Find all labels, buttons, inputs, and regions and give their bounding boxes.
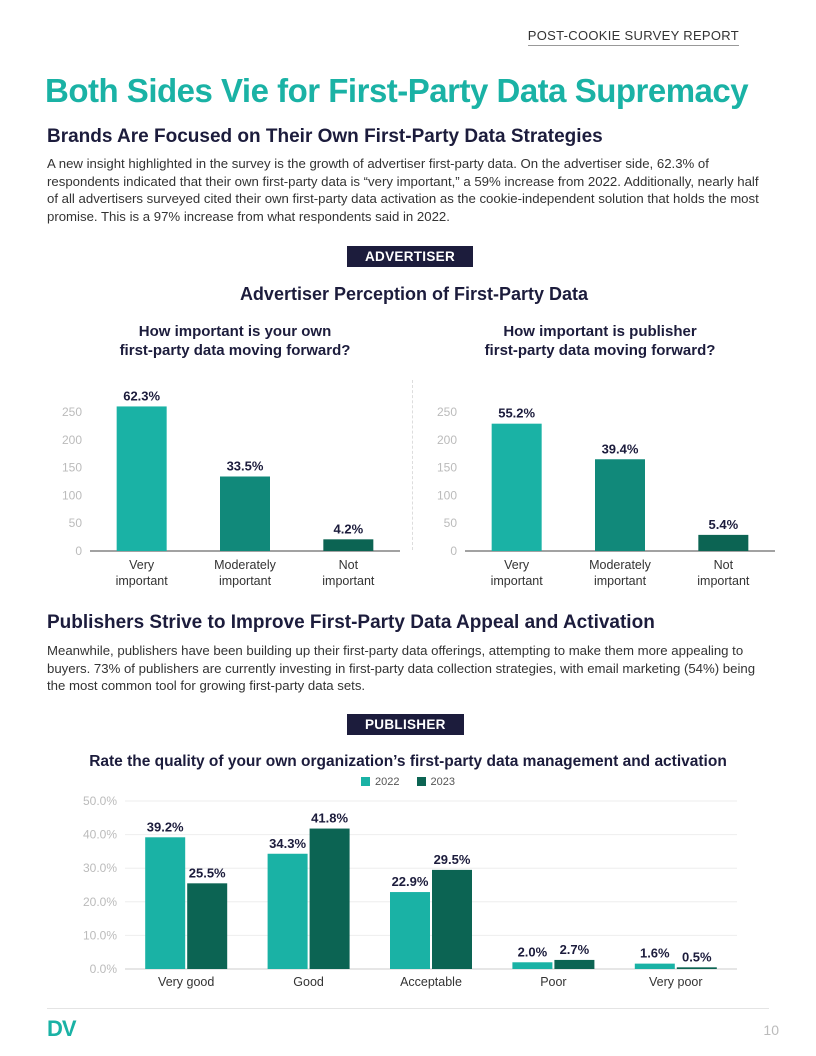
chart3-bar-2023 bbox=[554, 959, 595, 969]
chart3-data-label: 0.5% bbox=[682, 949, 712, 964]
chart1-ytick: 50 bbox=[69, 516, 83, 530]
chart2-bar bbox=[698, 534, 749, 551]
chart3-bar-2022 bbox=[634, 963, 675, 969]
chart3-ytick: 0.0% bbox=[90, 962, 118, 976]
chart1-category-label: Moderately bbox=[214, 558, 277, 572]
legend-label-2022: 2022 bbox=[374, 776, 400, 788]
advertiser-tag: ADVERTISER bbox=[347, 246, 474, 267]
chart3-data-label: 39.2% bbox=[147, 819, 184, 834]
page-title: Both Sides Vie for First-Party Data Supr… bbox=[45, 72, 749, 109]
logo-letters: DV bbox=[47, 1016, 77, 1041]
chart2-ytick: 250 bbox=[437, 405, 457, 419]
chart2-ytick: 100 bbox=[437, 488, 457, 502]
chart1-title-line2: first-party data moving forward? bbox=[119, 342, 351, 359]
chart2-data-label: 5.4% bbox=[709, 517, 739, 532]
legend-label-2023: 2023 bbox=[430, 776, 456, 788]
chart1-title: How important is your own first-party da… bbox=[60, 322, 410, 360]
chart3-bar-2023 bbox=[309, 828, 350, 969]
chart3-data-label: 2.7% bbox=[560, 942, 590, 957]
chart1-data-label: 4.2% bbox=[334, 521, 364, 536]
chart2-data-label: 39.4% bbox=[602, 441, 639, 456]
chart2-publisher-data: 0 50 100 150 200 250 55.2% Very important 39.4% Mo… bbox=[437, 405, 775, 588]
chart-divider bbox=[412, 380, 413, 550]
legend-swatch-2022 bbox=[360, 777, 370, 786]
legend-item-2023: 2023 bbox=[416, 776, 456, 788]
chart1-category-label: Very bbox=[129, 558, 155, 572]
chart1-category-label: important bbox=[116, 574, 169, 588]
publisher-tag: PUBLISHER bbox=[347, 714, 464, 735]
chart3-publisher-quality: 0.0% 10.0% 20.0% 30.0% 40.0% 50.0% 39.2% 25.5% V… bbox=[83, 794, 737, 989]
chart2-ytick: 150 bbox=[437, 461, 457, 475]
chart2-category-label: Not bbox=[714, 558, 734, 572]
chart2-bar bbox=[491, 423, 542, 551]
legend-swatch-2023 bbox=[416, 777, 426, 786]
chart2-category-label: Moderately bbox=[589, 558, 652, 572]
chart1-data-label: 62.3% bbox=[123, 388, 160, 403]
chart1-advertiser-own-data: 0 50 100 150 200 250 62.3% Very important 33.5% Mo… bbox=[62, 388, 400, 588]
chart3-category-label: Poor bbox=[540, 975, 566, 989]
chart1-bar bbox=[220, 476, 270, 551]
chart2-ytick: 50 bbox=[444, 516, 458, 530]
chart2-ytick: 200 bbox=[437, 433, 457, 447]
chart3-bar-2023 bbox=[432, 869, 472, 969]
chart3-bar-2022 bbox=[267, 853, 308, 969]
chart2-category-label: Very bbox=[504, 558, 530, 572]
chart3-bar-2022 bbox=[390, 892, 430, 969]
chart3-data-label: 29.5% bbox=[434, 852, 471, 867]
chart1-ytick: 0 bbox=[75, 544, 82, 558]
chart3-category-label: Very good bbox=[158, 975, 214, 989]
chart1-bar bbox=[323, 539, 374, 551]
chart3-ytick: 40.0% bbox=[83, 828, 117, 842]
chart1-ytick: 200 bbox=[62, 433, 82, 447]
chart3-data-label: 34.3% bbox=[269, 836, 306, 851]
advertiser-subheading: Advertiser Perception of First-Party Dat… bbox=[239, 284, 589, 304]
legend-item-2022: 2022 bbox=[360, 776, 400, 788]
chart3-bar-2022 bbox=[145, 837, 186, 969]
chart2-title-line1: How important is publisher bbox=[503, 323, 697, 340]
section-heading-publishers: Publishers Strive to Improve First-Party… bbox=[47, 612, 655, 633]
chart1-title-line1: How important is your own bbox=[138, 323, 332, 340]
chart3-category-label: Good bbox=[293, 975, 324, 989]
chart3-data-label: 41.8% bbox=[311, 811, 348, 826]
chart1-category-label: Not bbox=[339, 558, 359, 572]
chart3-data-label: 1.6% bbox=[640, 946, 670, 961]
chart1-category-label: important bbox=[322, 574, 375, 588]
chart3-category-label: Acceptable bbox=[400, 975, 462, 989]
chart1-data-label: 33.5% bbox=[227, 458, 264, 473]
section-heading-brands: Brands Are Focused on Their Own First-Pa… bbox=[47, 126, 603, 147]
chart3-ytick: 10.0% bbox=[83, 928, 117, 942]
chart3-ytick: 30.0% bbox=[83, 861, 117, 875]
chart1-category-label: important bbox=[219, 574, 272, 588]
chart1-ytick: 100 bbox=[62, 488, 82, 502]
chart2-ytick: 0 bbox=[450, 544, 457, 558]
chart2-category-label: important bbox=[697, 574, 750, 588]
footer-divider bbox=[47, 1008, 769, 1009]
report-label: POST-COOKIE SURVEY REPORT bbox=[527, 28, 739, 46]
chart3-bar-2022 bbox=[512, 962, 553, 969]
chart1-ytick: 250 bbox=[62, 405, 82, 419]
chart1-ytick: 150 bbox=[62, 461, 82, 475]
chart3-data-label: 25.5% bbox=[189, 865, 226, 880]
chart3-title: Rate the quality of your own organizatio… bbox=[89, 753, 727, 770]
chart3-legend: 2022 2023 bbox=[0, 776, 816, 788]
chart2-category-label: important bbox=[594, 574, 647, 588]
section-paragraph-publishers: Meanwhile, publishers have been building… bbox=[47, 643, 756, 693]
page-number: 10 bbox=[763, 1022, 779, 1038]
chart3-bar-2023 bbox=[676, 967, 717, 969]
chart3-ytick: 50.0% bbox=[83, 794, 117, 808]
chart3-data-label: 22.9% bbox=[392, 874, 429, 889]
chart3-bar-2023 bbox=[187, 883, 228, 969]
chart3-data-label: 2.0% bbox=[518, 944, 548, 959]
chart1-bar bbox=[116, 406, 167, 551]
chart2-data-label: 55.2% bbox=[498, 406, 535, 421]
chart2-title: How important is publisher first-party d… bbox=[425, 322, 775, 360]
chart2-title-line2: first-party data moving forward? bbox=[484, 342, 716, 359]
chart3-category-label: Very poor bbox=[649, 975, 703, 989]
section-paragraph-brands: A new insight highlighted in the survey … bbox=[47, 156, 759, 224]
chart2-bar bbox=[595, 459, 645, 551]
chart3-ytick: 20.0% bbox=[83, 895, 117, 909]
chart2-category-label: important bbox=[491, 574, 544, 588]
dv-logo: DV bbox=[47, 1016, 77, 1042]
